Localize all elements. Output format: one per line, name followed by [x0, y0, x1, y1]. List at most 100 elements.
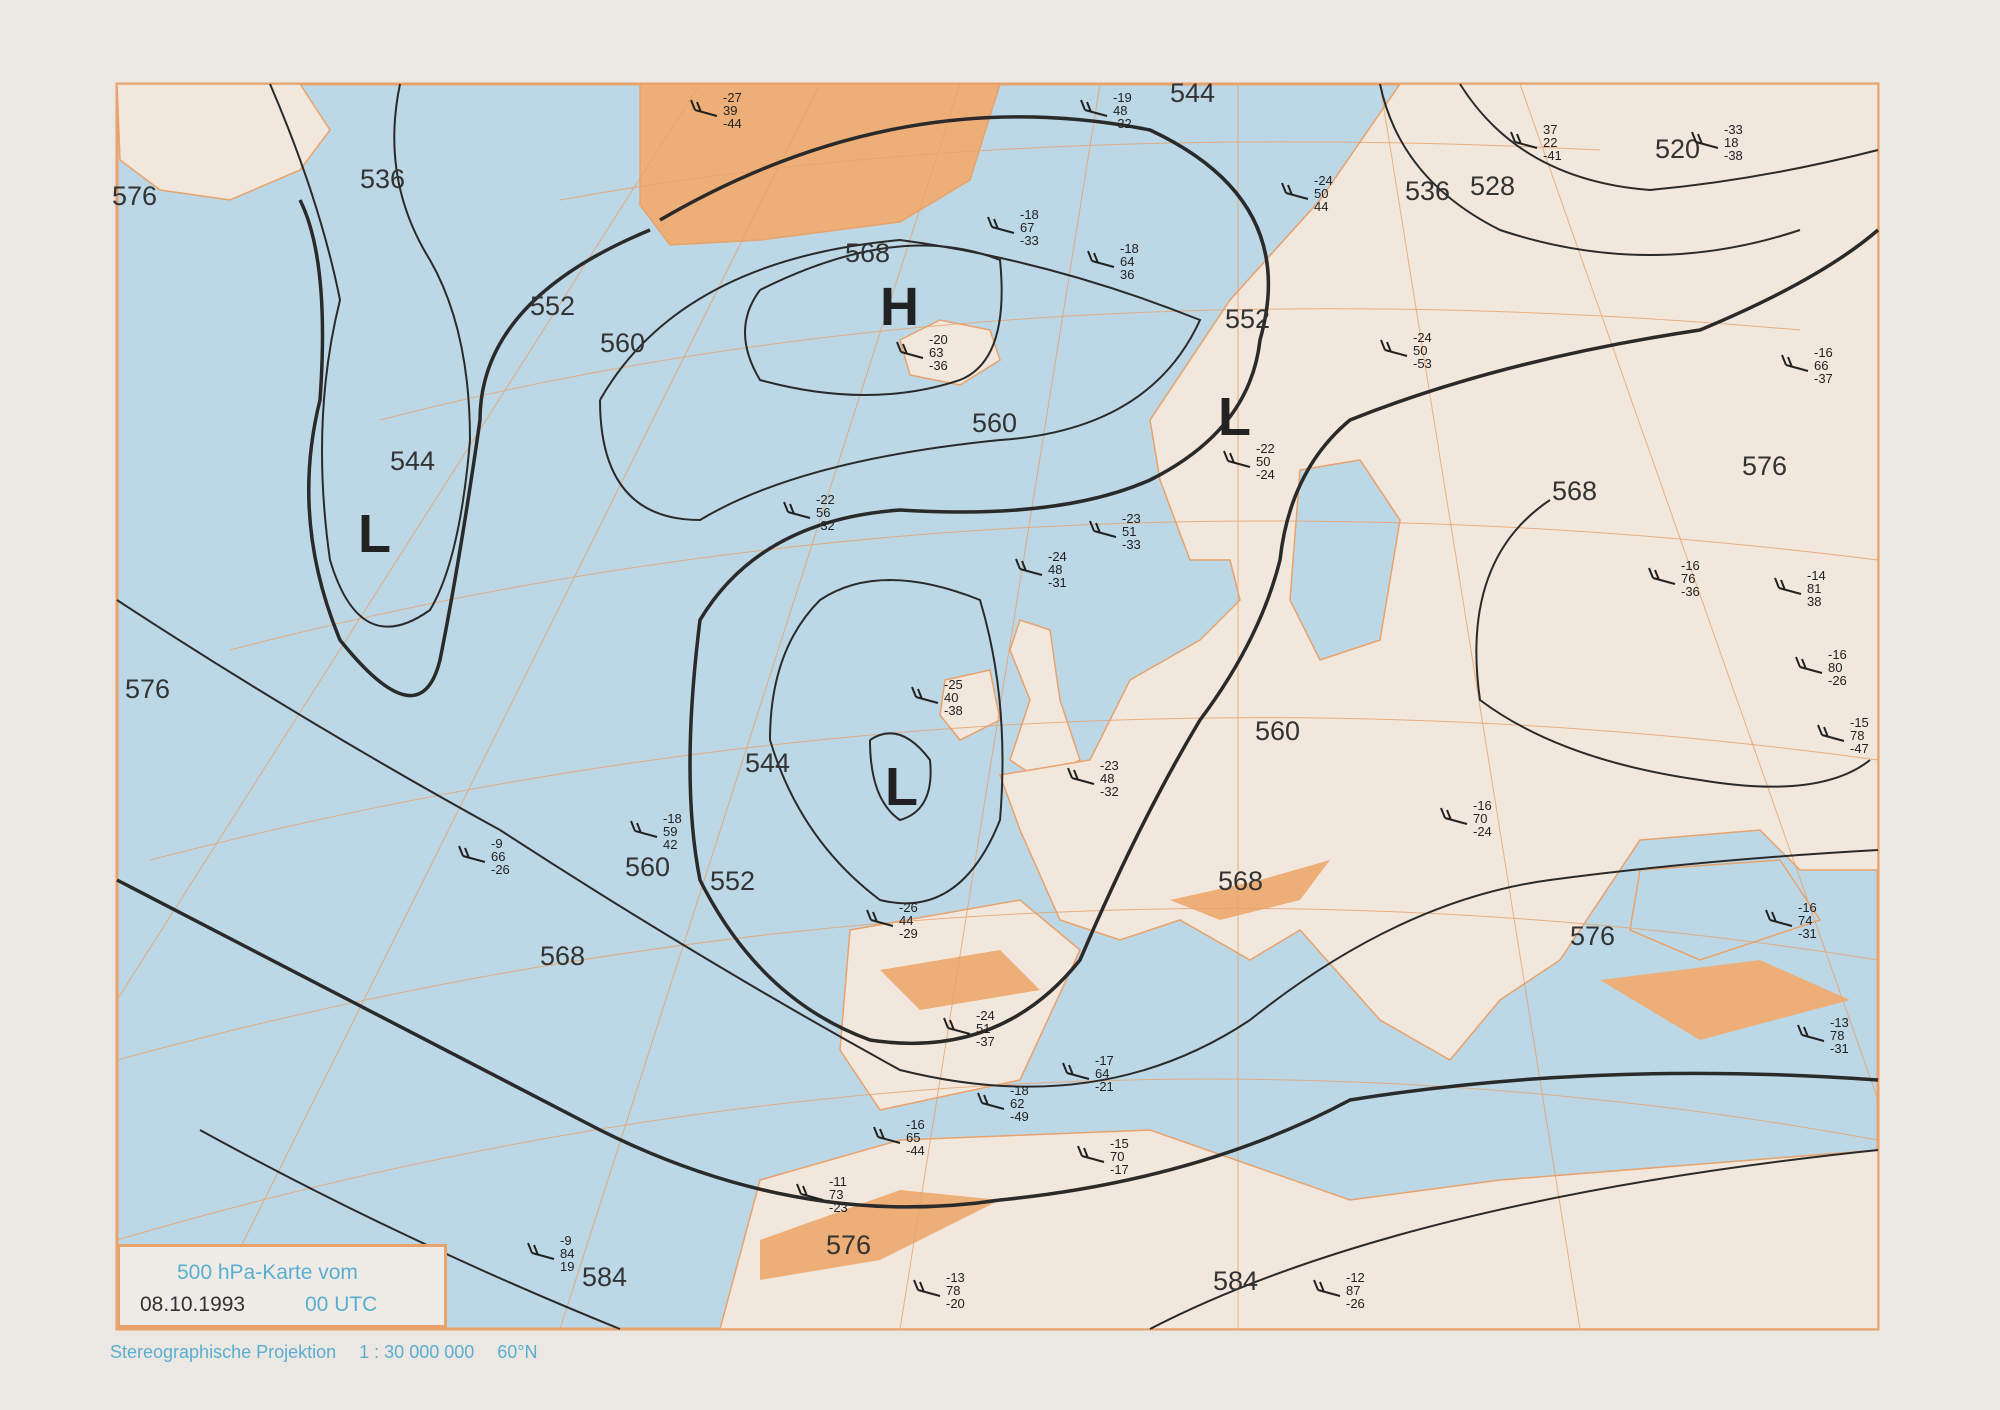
station-value: -15	[1850, 715, 1869, 730]
contour-label: 584	[1213, 1266, 1258, 1296]
map-legend: 500 hPa-Karte vom 08.10.1993 00 UTC	[117, 1244, 447, 1328]
station-value: -17	[1095, 1053, 1114, 1068]
station-value: -31	[1830, 1041, 1849, 1056]
station-value: -23	[829, 1200, 848, 1215]
station-value: -31	[1798, 926, 1817, 941]
standard-parallel: 60°N	[497, 1342, 538, 1362]
contour-label: 584	[582, 1262, 627, 1292]
wind-barb-icon	[913, 1279, 941, 1297]
station-value: -23	[1100, 758, 1119, 773]
station-value: -26	[899, 900, 918, 915]
station-value: -18	[1120, 241, 1139, 256]
land	[116, 83, 1879, 1330]
wind-barb-icon	[1015, 558, 1043, 576]
iceland	[899, 319, 1001, 386]
station-value: -32	[816, 518, 835, 533]
black-sea	[1629, 859, 1822, 961]
wind-barb-icon	[1080, 99, 1108, 117]
station-value: -37	[1814, 371, 1833, 386]
station-value: -33	[1020, 233, 1039, 248]
wind-barb-icon	[783, 501, 811, 519]
station-value: 66	[491, 849, 505, 864]
station-value: 39	[723, 103, 737, 118]
station-value: -25	[944, 677, 963, 692]
station-value: -26	[1346, 1296, 1365, 1311]
contour-label: 552	[710, 866, 755, 896]
station-value: 67	[1020, 220, 1034, 235]
wind-barb-icon	[1077, 1145, 1105, 1163]
station-value: -24	[1314, 173, 1333, 188]
contour-label: 536	[360, 164, 405, 194]
station-value: -13	[946, 1270, 965, 1285]
station-value: 50	[1314, 186, 1328, 201]
station-value: -9	[491, 836, 503, 851]
wind-barb-icon	[1774, 577, 1802, 595]
station-value: 50	[1413, 343, 1427, 358]
station-value: 51	[976, 1021, 990, 1036]
station-value: -14	[1807, 568, 1826, 583]
station-value: -22	[1256, 441, 1275, 456]
station-value: 51	[1122, 524, 1136, 539]
wind-barb-icon	[896, 341, 924, 359]
wind-barb-icon	[1062, 1062, 1090, 1080]
station-value: 48	[1100, 771, 1114, 786]
contour-label: 544	[1170, 78, 1215, 108]
station-value: -18	[663, 811, 682, 826]
wind-barb-icon	[458, 845, 486, 863]
wind-barb-icon	[911, 686, 939, 704]
station-value: 64	[1095, 1066, 1109, 1081]
wind-barb-icon	[630, 820, 658, 838]
station-value: -16	[1828, 647, 1847, 662]
wind-barb-icon	[690, 99, 718, 117]
station-value: -23	[1122, 511, 1141, 526]
wind-barb-icon	[1087, 250, 1115, 268]
station-value: -24	[1256, 467, 1275, 482]
station-value: 70	[1473, 811, 1487, 826]
station-value: -33	[1724, 122, 1743, 137]
contour-label: 576	[112, 181, 157, 211]
contour-label: 576	[826, 1230, 871, 1260]
wind-barb-icon	[1691, 131, 1719, 149]
station-value: 81	[1807, 581, 1821, 596]
contour-label: 576	[1742, 451, 1787, 481]
map-date: 08.10.1993	[140, 1293, 246, 1316]
station-value: 22	[1543, 135, 1557, 150]
station-value: 40	[944, 690, 958, 705]
projection: Stereographische Projektion	[110, 1342, 337, 1362]
wind-barb-icon	[866, 909, 894, 927]
mountains	[760, 860, 1850, 1280]
station-value: 63	[929, 345, 943, 360]
station-value: 62	[1010, 1096, 1024, 1111]
station-value: -16	[906, 1117, 925, 1132]
projection-info: Stereographische Projektion 1 : 30 000 0…	[110, 1342, 556, 1363]
contour-label: 520	[1655, 134, 1700, 164]
contour-label: 568	[540, 941, 585, 971]
wind-barb-icon	[1440, 807, 1468, 825]
station-value: -36	[929, 358, 948, 373]
contour-label: 544	[390, 446, 435, 476]
station-value: 78	[1850, 728, 1864, 743]
wind-barb-icon	[987, 216, 1015, 234]
station-value: -38	[944, 703, 963, 718]
africa	[719, 1129, 1879, 1330]
station-value: -32	[1100, 784, 1119, 799]
station-value: -16	[1681, 558, 1700, 573]
station-value: -18	[1010, 1083, 1029, 1098]
station-value: -20	[929, 332, 948, 347]
wind-barb-icon	[1765, 909, 1793, 927]
contour-label: 528	[1470, 171, 1515, 201]
